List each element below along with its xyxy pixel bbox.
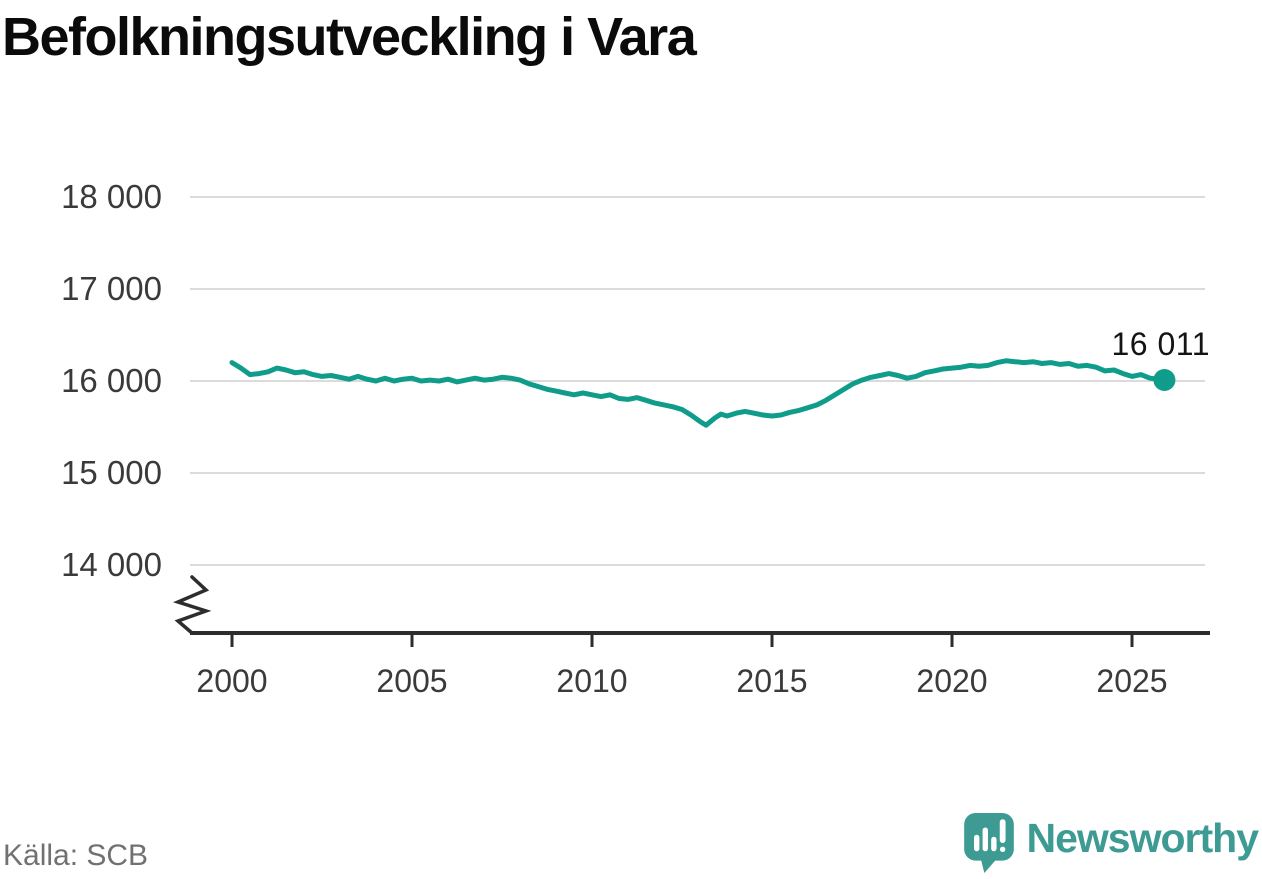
y-axis-tick-label: 14 000 <box>61 546 162 583</box>
population-line <box>229 358 1167 428</box>
y-axis-tick-label: 18 000 <box>61 178 162 215</box>
latest-value-dot <box>1153 368 1176 391</box>
latest-value-label: 16 011 <box>1111 326 1210 362</box>
x-axis-tick-label: 2020 <box>916 663 987 699</box>
x-axis-tick-label: 2025 <box>1096 663 1167 699</box>
newsworthy-speech-bubble-bar-chart-icon <box>963 813 1014 873</box>
newsworthy-logo: Newsworthy <box>963 813 1259 873</box>
page-title: Befolkningsutveckling i Vara <box>2 7 697 67</box>
x-axis-tick-label: 2005 <box>376 663 447 699</box>
y-axis-tick-label: 17 000 <box>61 270 162 307</box>
newsworthy-wordmark: Newsworthy <box>1026 814 1259 861</box>
population-line-chart: 18 000 17 000 16 000 15 000 14 000 2000 2005 20… <box>61 178 1210 699</box>
x-axis-tick-label: 2000 <box>196 663 267 699</box>
y-axis-tick-label: 16 000 <box>61 362 162 399</box>
y-axis-tick-label: 15 000 <box>61 454 162 491</box>
x-axis-tick-label: 2015 <box>736 663 807 699</box>
axis-break-zigzag <box>173 575 212 635</box>
source-note: Källa: SCB <box>3 839 149 872</box>
x-axis-tick-label: 2010 <box>556 663 627 699</box>
